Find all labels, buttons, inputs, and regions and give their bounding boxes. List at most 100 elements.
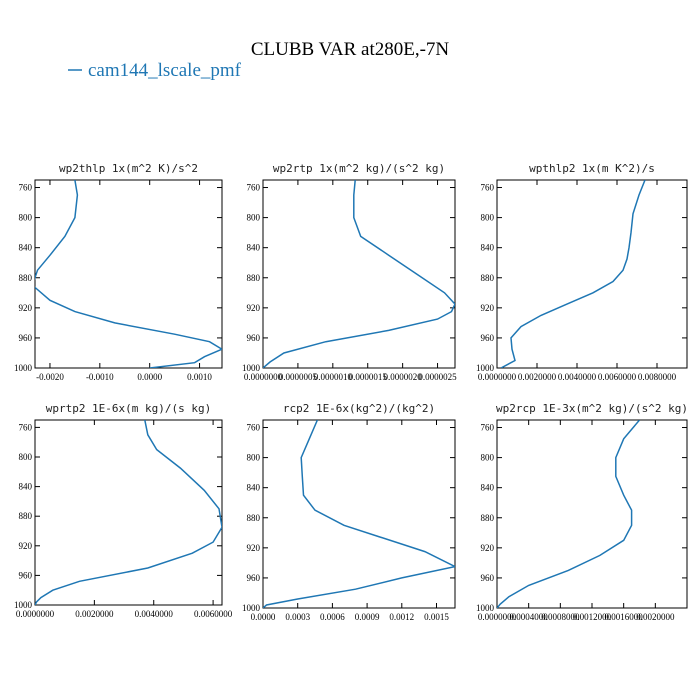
y-tick-label: 840 (19, 243, 33, 253)
series-line (500, 180, 646, 368)
plot-frame (34, 179, 223, 369)
x-tick-label: 0.0000 (137, 372, 162, 382)
panel-title: wpthlp2 1x(m K^2)/s (529, 162, 655, 175)
y-tick-label: 800 (481, 213, 495, 223)
y-tick-label: 920 (481, 303, 495, 313)
y-tick-label: 880 (19, 511, 33, 521)
y-tick-label: 840 (247, 483, 261, 493)
x-tick-label: 0.0060000 (598, 372, 637, 382)
y-tick-label: 880 (247, 273, 261, 283)
legend-label: cam144_lscale_pmf (88, 60, 242, 81)
panel-4: wprtp2 1E-6x(m kg)/(s kg) 760 800 840 880 920… (14, 402, 233, 619)
y-tick-label: 880 (481, 273, 495, 283)
panel-title: wp2rtp 1x(m^2 kg)/(s^2 kg) (273, 162, 445, 175)
x-tick-label: 0.0000000 (244, 372, 283, 382)
x-tick-label: 0.0000020 (384, 372, 423, 382)
panel-2: wp2rtp 1x(m^2 kg)/(s^2 kg) 760 800 840 880 92… (242, 162, 457, 382)
x-tick-label: 0.0003 (285, 612, 310, 622)
x-tick-label: 0.0040000 (558, 372, 597, 382)
y-tick-label: 760 (19, 422, 33, 432)
y-tick-label: 1000 (14, 363, 33, 373)
x-tick-label: 0.0060000 (194, 609, 233, 619)
y-tick-label: 920 (19, 303, 33, 313)
x-tick-label: 0.0000005 (279, 372, 318, 382)
x-tick-label: 0.0010 (187, 372, 212, 382)
panel-5: rcp2 1E-6x(kg^2)/(kg^2) 760 800 840 880 920 96… (242, 402, 456, 622)
y-tick-label: 840 (19, 482, 33, 492)
x-tick-label: 0.0012000 (573, 612, 612, 622)
y-tick-label: 840 (481, 243, 495, 253)
x-tick-label: 0.0000000 (16, 609, 55, 619)
y-tick-label: 800 (19, 213, 33, 223)
x-tick-label: -0.0010 (86, 372, 114, 382)
y-tick-label: 880 (247, 513, 261, 523)
y-tick-label: 1000 (476, 603, 495, 613)
x-tick-label: 0.0020000 (75, 609, 114, 619)
x-tick-label: 0.0000010 (314, 372, 353, 382)
panel-1: wp2thlp 1x(m^2 K)/s^2 760 800 840 880 920 960 1… (14, 162, 223, 382)
y-tick-label: 1000 (14, 600, 33, 610)
x-tick-label: 0.0008000 (541, 612, 580, 622)
series-line (35, 420, 222, 605)
y-tick-label: 760 (481, 183, 495, 193)
y-tick-label: 960 (19, 333, 33, 343)
y-tick-label: 920 (19, 541, 33, 551)
x-tick-label: 0.0000 (251, 612, 276, 622)
y-tick-label: 800 (481, 453, 495, 463)
panel-3: wpthlp2 1x(m K^2)/s 760 800 840 880 920 960 100… (476, 162, 688, 382)
y-tick-label: 840 (247, 243, 261, 253)
x-tick-label: 0.0000025 (418, 372, 457, 382)
figure-title: CLUBB VAR at280E,-7N (251, 39, 450, 60)
y-tick-label: 960 (19, 570, 33, 580)
y-tick-label: 960 (481, 573, 495, 583)
plot-frame (496, 419, 688, 609)
x-tick-label: 0.0020000 (636, 612, 675, 622)
y-tick-label: 880 (481, 513, 495, 523)
y-tick-label: 1000 (476, 363, 495, 373)
y-tick-label: 760 (481, 423, 495, 433)
x-tick-label: 0.0080000 (638, 372, 677, 382)
y-tick-label: 800 (247, 453, 261, 463)
x-tick-label: 0.0012 (389, 612, 414, 622)
x-tick-label: 0.0020000 (518, 372, 557, 382)
panel-6: wp2rcp 1E-3x(m^2 kg)/(s^2 kg)760 800 840 88… (476, 402, 688, 622)
y-tick-label: 840 (481, 483, 495, 493)
x-tick-label: 0.0000000 (478, 612, 517, 622)
y-tick-label: 760 (247, 183, 261, 193)
y-tick-label: 800 (19, 452, 33, 462)
y-tick-label: 800 (247, 213, 261, 223)
y-tick-label: 1000 (242, 603, 261, 613)
y-tick-label: 880 (19, 273, 33, 283)
series-line (497, 420, 641, 608)
x-tick-label: 0.0016000 (605, 612, 644, 622)
y-tick-label: 920 (481, 543, 495, 553)
y-tick-label: 960 (481, 333, 495, 343)
plot-frame (262, 419, 456, 609)
x-tick-label: 0.0004000 (510, 612, 549, 622)
x-tick-label: 0.0006 (320, 612, 345, 622)
panel-title: wprtp2 1E-6x(m kg)/(s kg) (46, 402, 212, 415)
panel-title: wp2thlp 1x(m^2 K)/s^2 (59, 162, 198, 175)
panels: wp2thlp 1x(m^2 K)/s^2 760 800 840 880 920 960 1… (14, 162, 688, 622)
x-tick-label: -0.0020 (36, 372, 64, 382)
plot-frame (496, 179, 688, 369)
plot-frame (262, 179, 456, 369)
y-tick-label: 960 (247, 573, 261, 583)
y-tick-label: 760 (247, 423, 261, 433)
series-line (263, 420, 455, 608)
plot-frame (34, 419, 223, 606)
x-tick-label: 0.0000000 (478, 372, 517, 382)
series-line (35, 180, 222, 368)
x-tick-label: 0.0000015 (349, 372, 388, 382)
y-tick-label: 760 (19, 183, 33, 193)
y-tick-label: 920 (247, 303, 261, 313)
panel-title: wp2rcp 1E-3x(m^2 kg)/(s^2 kg) (496, 402, 688, 415)
y-tick-label: 920 (247, 543, 261, 553)
y-tick-label: 960 (247, 333, 261, 343)
panel-title: rcp2 1E-6x(kg^2)/(kg^2) (283, 402, 435, 415)
y-tick-label: 1000 (242, 363, 261, 373)
x-tick-label: 0.0009 (355, 612, 380, 622)
x-tick-label: 0.0015 (424, 612, 449, 622)
series-line (263, 180, 455, 368)
